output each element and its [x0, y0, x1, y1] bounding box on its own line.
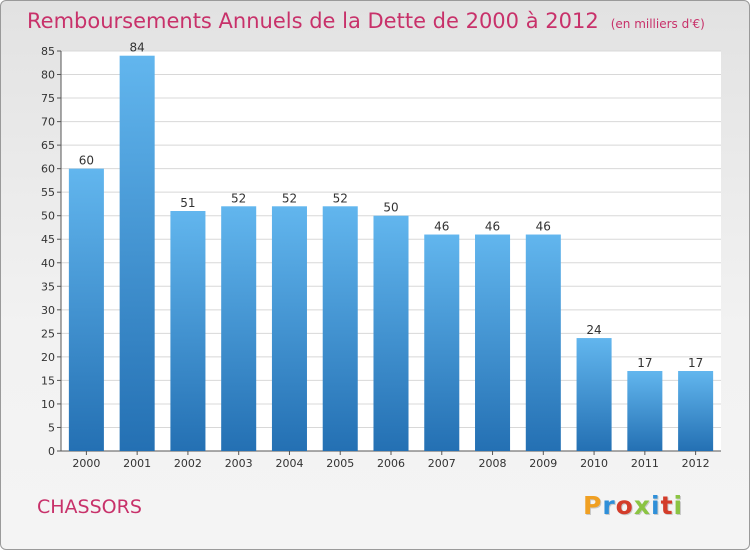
logo-letter: P: [583, 491, 603, 520]
y-tick-label: 50: [41, 210, 55, 223]
x-tick-label: 2005: [326, 457, 354, 470]
bar: [271, 206, 307, 451]
x-tick-label: 2006: [377, 457, 405, 470]
y-tick-label: 40: [41, 257, 55, 270]
x-tick-label: 2009: [529, 457, 557, 470]
y-tick-label: 65: [41, 139, 55, 152]
bar: [678, 371, 714, 451]
title-text: Remboursements Annuels de la Dette de 20…: [27, 9, 599, 33]
y-tick-label: 25: [41, 327, 55, 340]
x-tick-label: 2008: [479, 457, 507, 470]
y-tick-label: 35: [41, 280, 55, 293]
y-tick-label: 70: [41, 116, 55, 129]
bar: [576, 338, 612, 451]
chart-title: Remboursements Annuels de la Dette de 20…: [27, 9, 705, 33]
logo-letter: x: [633, 491, 651, 520]
proxiti-logo: Proxiti: [583, 491, 683, 520]
y-tick-label: 20: [41, 351, 55, 364]
data-label: 52: [282, 191, 297, 205]
data-label: 51: [180, 196, 195, 210]
data-label: 17: [637, 356, 652, 370]
bar: [68, 168, 104, 451]
y-tick-label: 55: [41, 186, 55, 199]
data-label: 24: [586, 323, 601, 337]
x-tick-label: 2002: [174, 457, 202, 470]
bar: [627, 371, 663, 451]
x-tick-label: 2011: [631, 457, 659, 470]
bar: [170, 211, 206, 451]
bar: [322, 206, 358, 451]
bar: [424, 234, 460, 451]
data-label: 52: [333, 191, 348, 205]
data-label: 46: [485, 220, 500, 234]
x-tick-label: 2000: [72, 457, 100, 470]
bar: [373, 215, 409, 451]
y-tick-label: 5: [48, 421, 55, 434]
data-label: 46: [536, 220, 551, 234]
data-label: 84: [130, 41, 145, 55]
data-label: 52: [231, 191, 246, 205]
x-tick-label: 2012: [682, 457, 710, 470]
logo-letter: t: [660, 491, 674, 520]
bar: [119, 55, 155, 452]
x-tick-label: 2007: [428, 457, 456, 470]
y-tick-label: 15: [41, 374, 55, 387]
logo-letter: o: [615, 491, 634, 520]
town-name: CHASSORS: [37, 496, 142, 518]
bar: [221, 206, 257, 451]
data-label: 60: [79, 154, 94, 168]
data-label: 46: [434, 220, 449, 234]
logo-letter: i: [651, 491, 661, 520]
data-label: 17: [688, 356, 703, 370]
bar: [475, 234, 511, 451]
y-tick-label: 85: [41, 45, 55, 58]
data-label: 50: [383, 201, 398, 215]
y-tick-label: 10: [41, 398, 55, 411]
logo-letter: i: [673, 491, 684, 520]
y-tick-label: 0: [48, 445, 55, 458]
x-tick-label: 2004: [275, 457, 303, 470]
y-tick-label: 30: [41, 304, 55, 317]
x-tick-label: 2003: [225, 457, 253, 470]
x-tick-label: 2010: [580, 457, 608, 470]
y-tick-label: 75: [41, 92, 55, 105]
chart-subtitle: (en milliers d'€): [610, 17, 705, 31]
logo-letter: r: [602, 491, 616, 520]
y-tick-label: 60: [41, 163, 55, 176]
y-tick-label: 45: [41, 233, 55, 246]
bar: [525, 234, 561, 451]
x-tick-label: 2001: [123, 457, 151, 470]
y-tick-label: 80: [41, 69, 55, 82]
